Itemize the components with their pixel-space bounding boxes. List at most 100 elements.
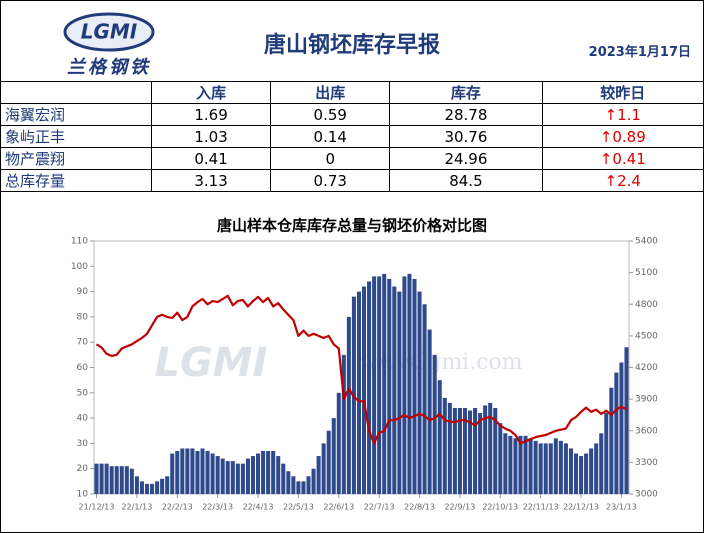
x-tick-label: 22/9/13 (444, 503, 475, 512)
bar (326, 430, 331, 494)
x-tick-label: 22/11/13 (523, 503, 559, 512)
bar (119, 466, 124, 494)
row-name: 总库存量 (1, 169, 152, 192)
bar (311, 468, 316, 494)
title: 唐山钢坯库存早报 (263, 33, 440, 58)
cell: 0.59 (270, 103, 391, 126)
bar (225, 461, 230, 494)
bar (321, 443, 326, 494)
cell: ↑1.1 (541, 103, 703, 126)
bar (134, 476, 139, 494)
bar (356, 291, 361, 494)
bar (619, 362, 624, 494)
y2-tick-label: 5100 (635, 268, 658, 278)
bar (518, 435, 523, 494)
bar (387, 278, 392, 494)
bar (261, 450, 266, 494)
bar (362, 286, 367, 494)
bar (473, 407, 478, 494)
cell: 1.69 (150, 103, 272, 126)
bar (150, 483, 155, 494)
bar (341, 354, 346, 494)
table-row: 海翼宏润 1.69 0.59 28.78 ↑1.1 (1, 103, 703, 126)
cell: 0.14 (270, 125, 391, 148)
y-tick-label: 50 (77, 388, 89, 398)
logo-text: LGMI (81, 20, 138, 44)
bar (160, 478, 165, 494)
plot: 10 20 30 40 50 60 70 80 90 100 110 3000 3300 3600 3900… (71, 237, 658, 512)
bar (195, 450, 200, 494)
bar (392, 286, 397, 494)
y2-tick-label: 3600 (635, 426, 658, 436)
price-line (95, 294, 628, 445)
bar (240, 463, 245, 494)
date: 2023年1月17日 (588, 45, 691, 60)
bar (624, 347, 629, 494)
bar (452, 407, 457, 494)
x-tick-label: 22/5/13 (283, 503, 314, 512)
bar (402, 276, 407, 494)
row-name: 物产震翔 (1, 147, 152, 170)
row-name: 象屿正丰 (1, 125, 152, 148)
bar (99, 463, 104, 494)
bar (488, 402, 493, 494)
x-tick-label: 22/4/13 (243, 503, 274, 512)
bar (155, 481, 160, 494)
x-tick-label: 22/8/13 (404, 503, 435, 512)
row-name: 海翼宏润 (1, 103, 152, 126)
bar (467, 410, 473, 494)
bar (336, 392, 341, 494)
watermark-logo: LGMI (154, 340, 267, 386)
watermark-url: www.lgmi.com (359, 350, 522, 375)
bar (422, 304, 427, 494)
bar (109, 466, 114, 494)
y2-tick-label: 4500 (635, 331, 658, 341)
bar (180, 448, 185, 494)
bar (533, 440, 538, 494)
y-tick-label: 60 (77, 363, 89, 373)
bar (584, 453, 589, 494)
bar (538, 443, 543, 494)
cell: ↑2.4 (541, 169, 703, 192)
bar (286, 471, 291, 494)
x-tick-label: 22/10/13 (482, 503, 518, 512)
bar (276, 456, 281, 494)
bar (609, 387, 614, 494)
bar (437, 380, 442, 494)
y-tick-label: 70 (77, 338, 89, 348)
y-tick-label: 80 (77, 312, 89, 322)
column-header: 出库 (270, 81, 391, 104)
y-tick-label: 30 (77, 439, 89, 449)
column-header (1, 81, 152, 104)
bar (139, 481, 144, 494)
bar (190, 448, 195, 494)
logo-ring (63, 12, 155, 52)
bar (382, 273, 387, 494)
bar (493, 407, 498, 494)
bar (553, 438, 558, 494)
y-tick-label: 20 (77, 464, 89, 474)
bar (104, 463, 109, 494)
bar (483, 405, 488, 494)
bar (144, 483, 150, 494)
bar (124, 466, 129, 494)
bar (331, 418, 336, 494)
bar (114, 466, 119, 494)
y-tick-label: 100 (71, 262, 88, 272)
bar (427, 329, 432, 494)
x-tick-label: 22/6/13 (323, 503, 354, 512)
bar (604, 413, 609, 494)
bar (599, 433, 604, 494)
column-header: 较昨日 (541, 81, 703, 104)
y2-tick-label: 4800 (635, 300, 658, 310)
cell: ↑0.41 (541, 147, 703, 170)
bar (306, 476, 311, 494)
bar (417, 291, 422, 494)
logo: LGMI (63, 12, 155, 52)
bar (291, 476, 296, 494)
bar (594, 443, 599, 494)
bar (94, 463, 99, 494)
bar (367, 281, 372, 494)
bar (614, 372, 619, 494)
inventory-table: 入库 出库 库存 较昨日 海翼宏润 1.69 0.59 28.78 ↑1.1 象屿正丰 1.03 0.… (1, 81, 703, 192)
